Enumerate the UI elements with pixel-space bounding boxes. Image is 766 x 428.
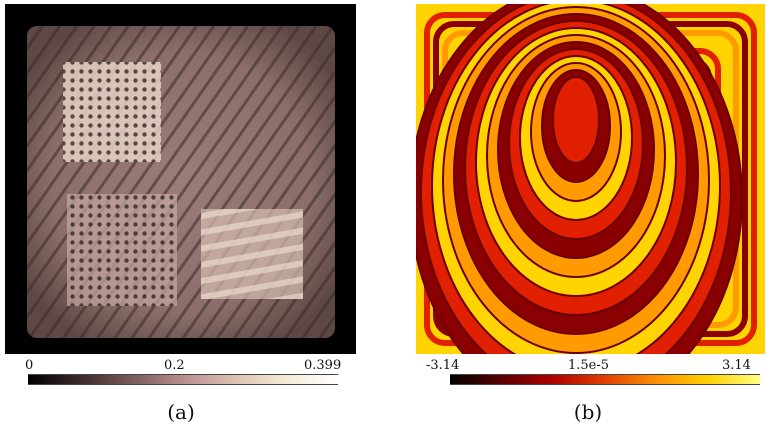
phase-pattern	[416, 4, 765, 354]
colorbar-b-min: -3.14	[426, 358, 460, 373]
amplitude-image	[5, 4, 356, 354]
colorbar-b-max: 3.14	[722, 358, 751, 373]
colorbar-a-max: 0.399	[304, 358, 342, 373]
phase-fringe	[552, 76, 600, 164]
phase-image	[416, 4, 765, 354]
colorbar-a-mid: 0.2	[164, 358, 185, 373]
amplitude-pattern	[27, 26, 335, 338]
colorbar-a	[28, 374, 338, 385]
colorbar-b-mid: 1.5e-5	[568, 358, 610, 373]
caption-b: (b)	[573, 400, 603, 424]
colorbar-b	[450, 374, 760, 385]
caption-a: (a)	[167, 400, 195, 424]
colorbar-a-min: 0	[25, 358, 34, 373]
